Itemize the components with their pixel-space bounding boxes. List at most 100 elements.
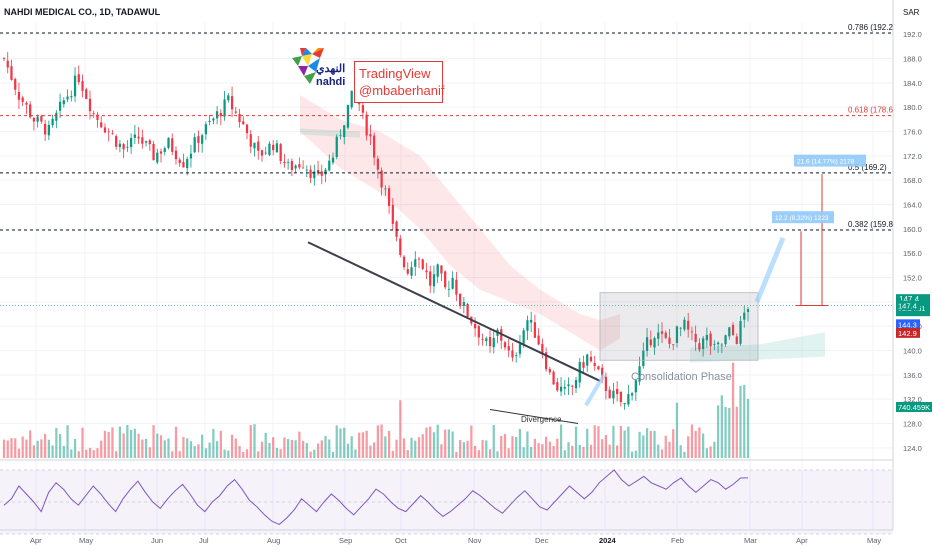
candle-body: [705, 334, 708, 341]
candle-body: [193, 137, 196, 153]
candle-body: [14, 79, 17, 90]
x-tick-label: Oct: [395, 536, 408, 545]
volume-bar: [62, 445, 65, 458]
volume-bar: [574, 426, 578, 458]
candle-body: [309, 169, 312, 178]
volume-bar: [376, 425, 379, 458]
x-tick-label: Nov: [468, 536, 482, 545]
candle-body: [298, 164, 301, 168]
volume-bar: [36, 440, 39, 458]
volume-bar: [436, 424, 439, 458]
price-tag-label: 142.9: [898, 329, 917, 338]
volume-bar: [477, 450, 480, 458]
volume-bar: [331, 451, 335, 458]
target2-label: 21.6 (14.77%) 2178: [797, 159, 854, 166]
volume-bar: [107, 431, 110, 458]
candle-body: [148, 140, 151, 145]
volume-bar: [399, 400, 402, 458]
x-tick-label: Sep: [339, 536, 352, 545]
volume-bar: [425, 427, 428, 458]
volume-bar: [731, 362, 735, 458]
volume-bar: [264, 432, 267, 458]
candle-body: [264, 152, 267, 154]
x-tick-label: Apr: [796, 536, 808, 545]
candle-body: [178, 159, 181, 164]
candle-body: [511, 350, 514, 358]
volume-bar: [466, 440, 469, 458]
candle-body: [249, 134, 252, 147]
candle-body: [77, 74, 80, 83]
volume-bar: [642, 435, 645, 458]
volume-bar: [287, 438, 290, 458]
candle-body: [455, 279, 458, 295]
candle-body: [473, 323, 477, 329]
candle-body: [73, 75, 77, 97]
volume-bar: [361, 432, 365, 458]
volume-bar: [137, 433, 140, 458]
candle-body: [612, 390, 615, 399]
volume-bar: [668, 441, 671, 458]
y-tick-label: 176.0: [903, 128, 922, 137]
candle-body: [739, 320, 742, 344]
candle-body: [724, 335, 727, 345]
candle-body: [21, 97, 24, 102]
volume-bar: [133, 428, 136, 458]
volume-bar: [6, 440, 9, 458]
candle-body: [294, 165, 297, 169]
volume-bar: [163, 440, 166, 458]
fib-level-label: 0.5 (169.2): [848, 163, 887, 172]
candle-body: [331, 157, 335, 163]
volume-bar: [746, 398, 750, 458]
watermark-box: TradingView @mbaberhanif: [354, 61, 444, 103]
candle-body: [197, 136, 200, 143]
candle-body: [556, 382, 559, 391]
volume-bar: [189, 441, 193, 458]
volume-bar: [544, 436, 548, 458]
volume-bar: [85, 449, 88, 458]
volume-bar: [208, 442, 211, 458]
y-tick-label: 160.0: [903, 225, 922, 234]
candle-body: [2, 58, 6, 60]
candle-body: [118, 143, 122, 148]
candle-body: [133, 134, 136, 138]
candle-body: [399, 238, 402, 255]
volume-bar: [201, 434, 204, 458]
candle-body: [40, 116, 43, 122]
candle-body: [313, 171, 316, 179]
candle-body: [668, 337, 671, 344]
volume-bar: [533, 438, 537, 458]
volume-bar: [713, 441, 716, 458]
candle-body: [163, 148, 166, 153]
candle-body: [58, 101, 62, 111]
volume-bar: [96, 448, 99, 458]
volume-bar: [305, 443, 308, 458]
volume-bar: [118, 426, 122, 458]
volume-bar: [526, 431, 529, 458]
volume-bar: [402, 438, 406, 458]
candle-body: [25, 102, 28, 105]
volume-bar: [301, 440, 305, 458]
x-tick-label: 2024: [599, 536, 617, 545]
candle-body: [346, 104, 350, 128]
volume-bar: [186, 438, 189, 458]
volume-bar: [32, 445, 36, 458]
volume-bar: [257, 451, 260, 458]
volume-bar: [720, 395, 723, 458]
volume-bar: [429, 426, 432, 458]
candle-body: [215, 111, 219, 119]
volume-bar: [511, 436, 514, 458]
candle-body: [515, 355, 518, 356]
x-tick-label: Feb: [671, 536, 684, 545]
candle-body: [601, 367, 604, 376]
x-tick-label: Mar: [744, 536, 757, 545]
candle-body: [335, 136, 338, 157]
volume-bar: [687, 436, 690, 458]
volume-bar: [47, 439, 50, 458]
candle-body: [702, 338, 705, 349]
candle-body: [62, 100, 65, 105]
chart-title: NAHDI MEDICAL CO., 1D, TADAWUL: [4, 7, 161, 17]
volume-bar: [354, 449, 357, 458]
volume-bar: [141, 439, 144, 458]
candle-body: [144, 141, 148, 143]
